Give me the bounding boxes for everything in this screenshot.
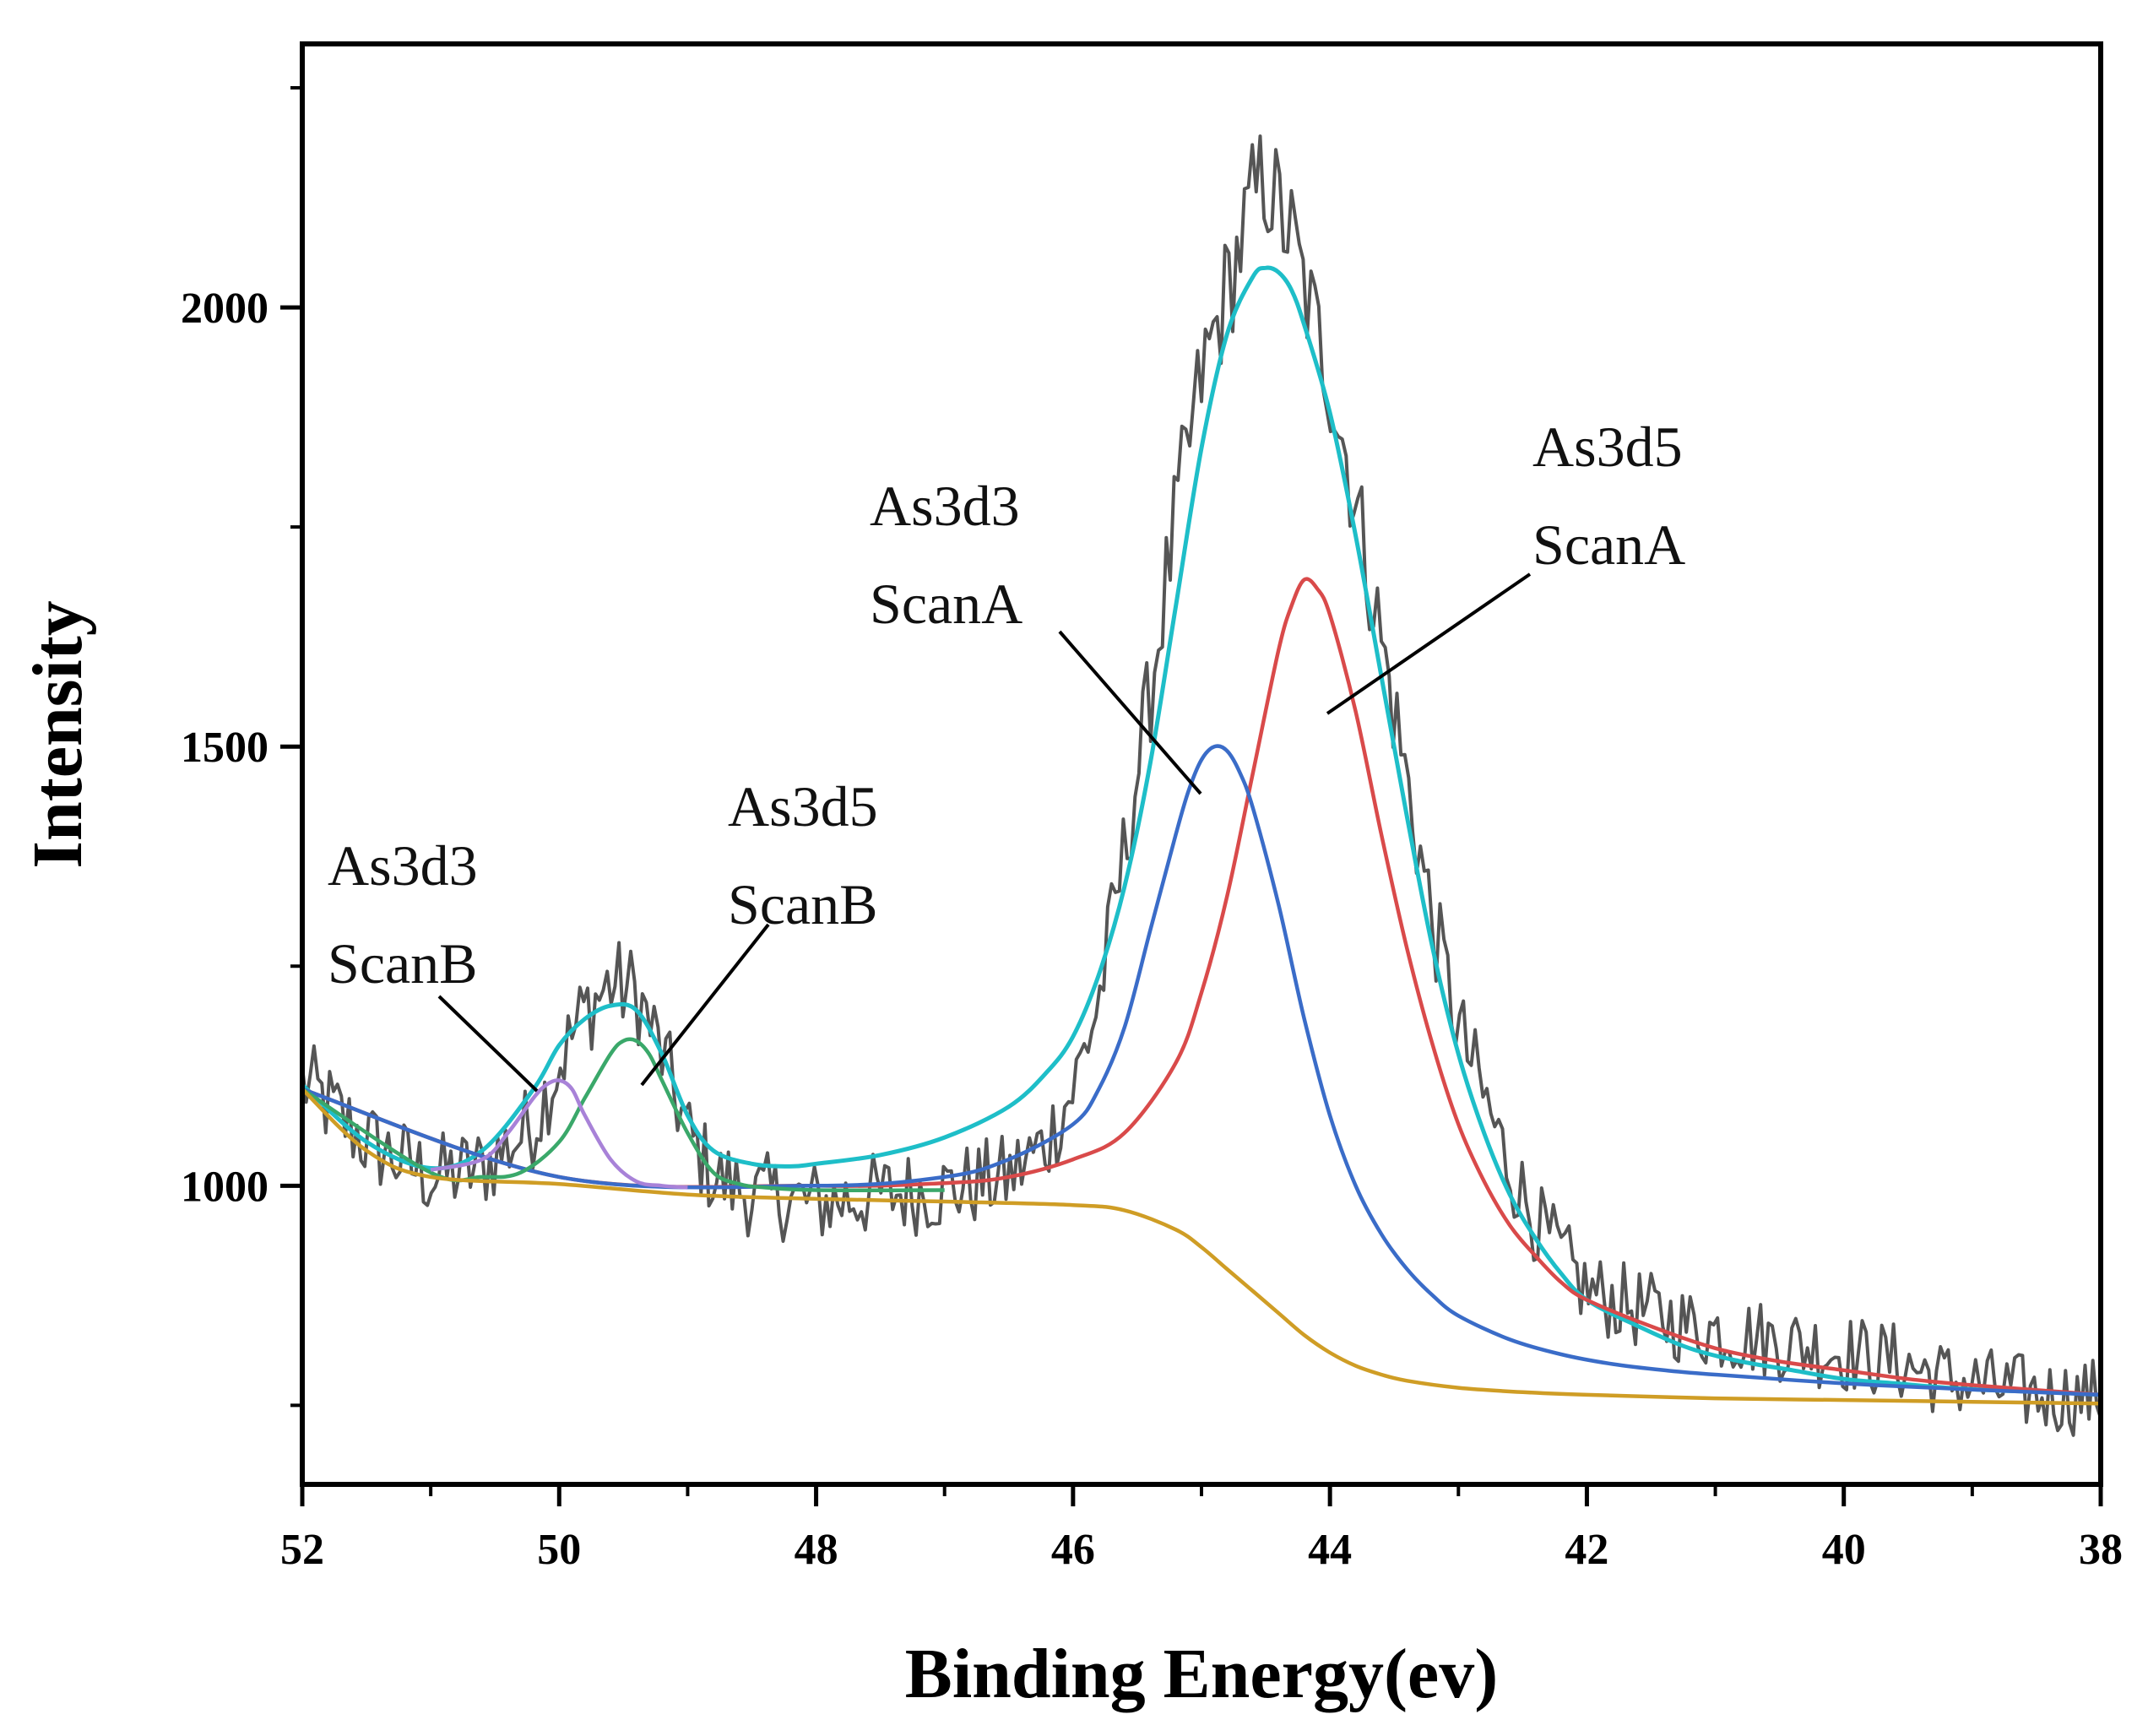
y-axis: 1000 1500 2000 bbox=[181, 86, 302, 1408]
series-as3d3-scana bbox=[301, 744, 2102, 1397]
x-tick-label: 42 bbox=[1565, 1526, 1608, 1574]
annotation-label-line2: ScanA bbox=[1532, 513, 1685, 577]
y-tick-label: 1500 bbox=[181, 724, 268, 772]
annotation-leader-line bbox=[640, 923, 770, 1087]
annotation-label-line1: As3d3 bbox=[328, 833, 478, 898]
y-axis-title: Intensity bbox=[19, 600, 97, 868]
series-background bbox=[301, 1088, 2102, 1406]
series-as3d5-scana bbox=[301, 577, 2102, 1397]
annotation-label-line1: As3d5 bbox=[1532, 415, 1683, 479]
annotation-label-line2: ScanB bbox=[728, 872, 878, 936]
x-tick-label: 48 bbox=[795, 1526, 838, 1574]
x-tick-label: 38 bbox=[2079, 1526, 2123, 1574]
annotation-label-line1: As3d5 bbox=[728, 774, 878, 838]
annotation-as3d3-scana: As3d3 ScanA bbox=[870, 474, 1202, 795]
annotation-as3d3-scanb: As3d3 ScanB bbox=[328, 833, 539, 1093]
annotation-leader-line bbox=[1058, 630, 1202, 795]
annotation-as3d5-scana: As3d5 ScanA bbox=[1326, 415, 1685, 715]
series-layer bbox=[301, 134, 2102, 1437]
series-as3d5-scanb bbox=[301, 1037, 945, 1192]
x-tick-label: 52 bbox=[280, 1526, 324, 1574]
x-tick-label: 50 bbox=[537, 1526, 581, 1574]
annotation-label-line1: As3d3 bbox=[870, 474, 1020, 538]
y-tick-label: 1000 bbox=[181, 1163, 268, 1211]
x-tick-label: 40 bbox=[1822, 1526, 1866, 1574]
annotation-label-line2: ScanA bbox=[870, 572, 1022, 636]
annotation-leader-line bbox=[1326, 572, 1532, 715]
annotation-as3d5-scanb: As3d5 ScanB bbox=[640, 774, 878, 1087]
annotation-label-line2: ScanB bbox=[328, 931, 478, 995]
x-tick-label: 44 bbox=[1308, 1526, 1352, 1574]
series-envelope bbox=[301, 265, 2102, 1397]
annotation-leader-line bbox=[437, 995, 539, 1093]
annotation-layer: As3d5 ScanA As3d3 ScanA As3d5 ScanB As3d3 ScanB bbox=[328, 415, 1685, 1093]
y-tick-label: 2000 bbox=[181, 285, 268, 333]
series-raw-data bbox=[301, 134, 2102, 1437]
x-tick-label: 46 bbox=[1051, 1526, 1095, 1574]
series-as3d3-scanb bbox=[430, 1078, 688, 1190]
x-axis-title: Binding Energy(ev) bbox=[905, 1635, 1498, 1713]
x-axis: 52 50 48 46 44 42 40 38 bbox=[280, 1484, 2123, 1574]
